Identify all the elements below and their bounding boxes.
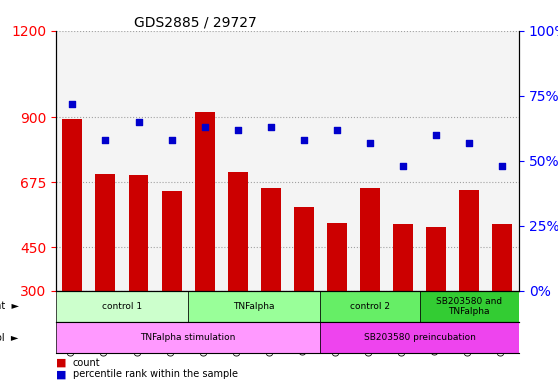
Point: [101, 137, 110, 143]
Text: ■: ■: [56, 358, 66, 368]
Text: TNFalpha stimulation: TNFalpha stimulation: [141, 333, 236, 342]
Bar: [486, 31, 519, 291]
Bar: [128, 175, 148, 377]
Point: [200, 124, 209, 130]
Bar: [56, 31, 89, 291]
Bar: [221, 31, 254, 291]
Bar: [195, 112, 215, 377]
Bar: [254, 31, 287, 291]
Bar: [387, 31, 420, 291]
Bar: [459, 190, 479, 377]
Bar: [426, 227, 446, 377]
Bar: [155, 31, 188, 291]
Bar: [89, 31, 122, 291]
Point: [398, 163, 407, 169]
Bar: [261, 188, 281, 377]
Point: [432, 132, 441, 138]
Point: [68, 101, 77, 107]
Text: GDS2885 / 29727: GDS2885 / 29727: [134, 15, 257, 29]
Text: SB203580 and
TNFalpha: SB203580 and TNFalpha: [436, 297, 502, 316]
Point: [465, 139, 474, 146]
Bar: [287, 31, 320, 291]
FancyBboxPatch shape: [56, 291, 188, 322]
FancyBboxPatch shape: [56, 322, 320, 353]
Point: [266, 124, 275, 130]
Bar: [228, 172, 248, 377]
Bar: [162, 191, 181, 377]
Text: control 2: control 2: [350, 302, 390, 311]
Point: [300, 137, 309, 143]
FancyBboxPatch shape: [420, 291, 519, 322]
Bar: [360, 188, 380, 377]
Point: [167, 137, 176, 143]
Bar: [453, 31, 486, 291]
Bar: [62, 119, 82, 377]
Bar: [122, 31, 155, 291]
Bar: [95, 174, 116, 377]
Y-axis label: agent  ►: agent ►: [0, 301, 19, 311]
Point: [233, 126, 242, 132]
Point: [333, 126, 341, 132]
Bar: [354, 31, 387, 291]
Text: control 1: control 1: [102, 302, 142, 311]
Bar: [420, 31, 453, 291]
Bar: [393, 224, 413, 377]
Point: [134, 119, 143, 125]
Y-axis label: protocol  ►: protocol ►: [0, 333, 19, 343]
FancyBboxPatch shape: [320, 322, 519, 353]
Bar: [188, 31, 221, 291]
Point: [365, 139, 374, 146]
Bar: [320, 31, 354, 291]
Text: ■: ■: [56, 369, 66, 379]
Text: count: count: [73, 358, 100, 368]
Point: [498, 163, 507, 169]
Bar: [493, 224, 512, 377]
Bar: [327, 223, 347, 377]
FancyBboxPatch shape: [320, 291, 420, 322]
Text: TNFalpha: TNFalpha: [234, 302, 275, 311]
Text: SB203580 preincubation: SB203580 preincubation: [364, 333, 475, 342]
Bar: [294, 207, 314, 377]
Text: percentile rank within the sample: percentile rank within the sample: [73, 369, 238, 379]
FancyBboxPatch shape: [188, 291, 320, 322]
